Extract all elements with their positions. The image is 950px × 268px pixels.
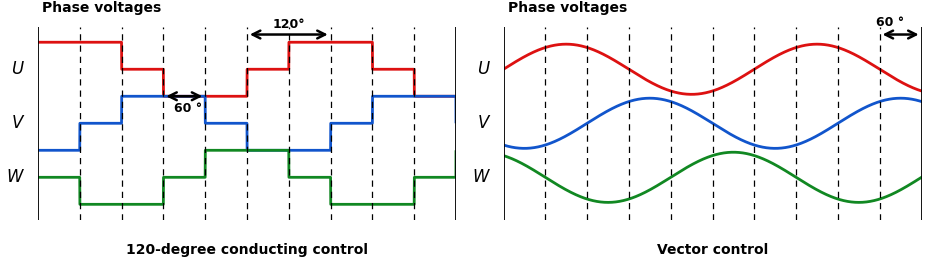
Text: W: W: [7, 168, 24, 186]
Text: Phase voltages: Phase voltages: [507, 1, 627, 15]
Text: 60 °: 60 °: [876, 16, 903, 29]
Text: U: U: [11, 60, 24, 78]
Text: 60 °: 60 °: [175, 102, 202, 115]
Text: 120-degree conducting control: 120-degree conducting control: [126, 243, 368, 257]
Text: V: V: [478, 114, 489, 132]
Text: Phase voltages: Phase voltages: [42, 1, 162, 15]
Text: U: U: [477, 60, 489, 78]
Text: 120°: 120°: [273, 18, 305, 31]
Text: Vector control: Vector control: [656, 243, 769, 257]
Text: V: V: [12, 114, 24, 132]
Text: W: W: [472, 168, 489, 186]
